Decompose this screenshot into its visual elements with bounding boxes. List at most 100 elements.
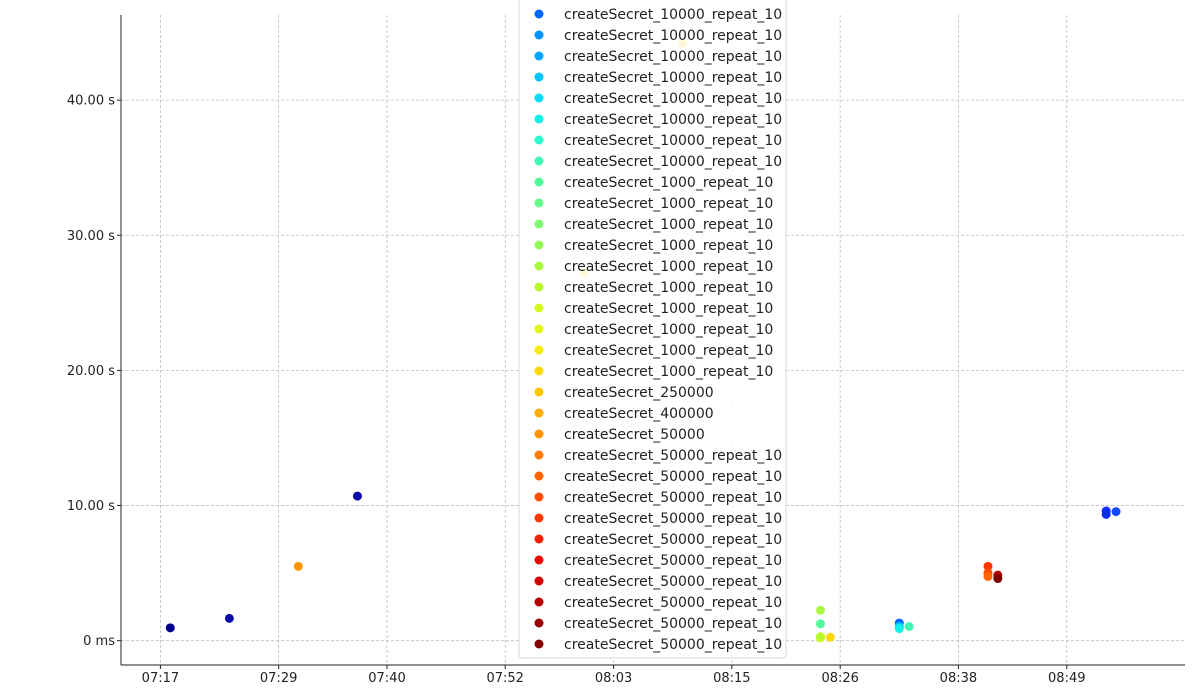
legend-entry: createSecret_50000_repeat_10 <box>534 553 782 569</box>
data-point <box>825 632 835 642</box>
data-point <box>983 561 993 571</box>
legend-entry: createSecret_1000_repeat_10 <box>534 217 773 233</box>
legend-marker <box>534 9 544 19</box>
data-point <box>815 632 825 642</box>
legend-entry: createSecret_50000_repeat_10 <box>534 616 782 632</box>
legend-label: createSecret_10000_repeat_10 <box>564 70 782 86</box>
legend-marker <box>534 429 544 439</box>
legend-label: createSecret_1000_repeat_10 <box>564 364 773 380</box>
legend-marker <box>534 219 544 229</box>
legend-marker <box>534 240 544 250</box>
y-tick-label: 40.00 s <box>67 94 115 109</box>
legend-entry: createSecret_10000_repeat_10 <box>534 7 782 23</box>
legend-entry: createSecret_1000_repeat_10 <box>534 301 773 317</box>
legend-marker <box>534 387 544 397</box>
legend-label: createSecret_1000_repeat_10 <box>564 217 773 233</box>
legend-label: createSecret_1000_repeat_10 <box>564 175 773 191</box>
y-tick-label: 0 ms <box>83 634 115 649</box>
legend-marker <box>534 471 544 481</box>
legend-marker <box>534 198 544 208</box>
legend-label: createSecret_10000_repeat_10 <box>564 49 782 65</box>
legend-marker <box>534 618 544 628</box>
x-tick-label: 08:03 <box>595 671 632 686</box>
legend-label: createSecret_50000_repeat_10 <box>564 637 782 653</box>
legend-entry: createSecret_1000_repeat_10 <box>534 280 773 296</box>
legend-marker <box>534 114 544 124</box>
legend-entry: createSecret_1000_repeat_10 <box>534 364 773 380</box>
legend-box <box>518 0 787 659</box>
legend-entry: createSecret_10000_repeat_10 <box>534 70 782 86</box>
legend-marker <box>534 345 544 355</box>
legend-label: createSecret_1000_repeat_10 <box>564 238 773 254</box>
legend-marker <box>534 51 544 61</box>
legend-label: createSecret_50000_repeat_10 <box>564 574 782 590</box>
data-point <box>983 571 993 581</box>
legend-entry: createSecret_50000_repeat_10 <box>534 574 782 590</box>
data-point <box>165 623 175 633</box>
legend-label: createSecret_10000_repeat_10 <box>564 133 782 149</box>
legend-entry: createSecret_50000_repeat_10 <box>534 637 782 653</box>
legend-entry: createSecret_1000_repeat_10 <box>534 175 773 191</box>
legend-label: createSecret_50000_repeat_10 <box>564 448 782 464</box>
legend-entry: createSecret_50000_repeat_10 <box>534 469 782 485</box>
x-tick-label: 07:52 <box>486 671 523 686</box>
legend-marker <box>534 324 544 334</box>
legend-label: createSecret_50000_repeat_10 <box>564 511 782 527</box>
legend-entry: createSecret_50000_repeat_10 <box>534 490 782 506</box>
x-tick-label: 08:26 <box>821 671 858 686</box>
data-point <box>224 613 234 623</box>
legend-marker <box>534 135 544 145</box>
legend-entry: createSecret_50000_repeat_10 <box>534 448 782 464</box>
data-point <box>815 605 825 615</box>
legend-label: createSecret_1000_repeat_10 <box>564 301 773 317</box>
legend-entry: createSecret_10000_repeat_10 <box>534 154 782 170</box>
legend-marker <box>534 450 544 460</box>
legend-label: createSecret_1000_repeat_10 <box>564 343 773 359</box>
x-tick-label: 07:17 <box>142 671 179 686</box>
legend-entry: createSecret_50000_repeat_10 <box>534 511 782 527</box>
data-point <box>815 619 825 629</box>
legend-label: createSecret_10000_repeat_10 <box>564 91 782 107</box>
data-point <box>1101 509 1111 519</box>
legend-marker <box>534 492 544 502</box>
legend-marker <box>534 156 544 166</box>
legend-marker <box>534 639 544 649</box>
legend-marker <box>534 534 544 544</box>
legend-entry: createSecret_1000_repeat_10 <box>534 322 773 338</box>
legend-entry: createSecret_250000 <box>534 385 714 401</box>
legend-label: createSecret_1000_repeat_10 <box>564 322 773 338</box>
legend-label: createSecret_1000_repeat_10 <box>564 280 773 296</box>
legend-marker <box>534 303 544 313</box>
legend-entry: createSecret_50000 <box>534 427 705 443</box>
legend-label: createSecret_50000 <box>564 427 705 443</box>
x-tick-label: 07:29 <box>260 671 297 686</box>
legend-entry: createSecret_10000_repeat_10 <box>534 28 782 44</box>
legend-marker <box>534 282 544 292</box>
data-point <box>904 621 914 631</box>
legend-entry: createSecret_400000 <box>534 406 714 422</box>
legend-entry: createSecret_10000_repeat_10 <box>534 112 782 128</box>
legend-label: createSecret_50000_repeat_10 <box>564 490 782 506</box>
axes: 07:17 07:29 07:40 07:52 08:03 08:15 08:26 08:38… <box>67 15 1185 686</box>
legend-entry: createSecret_10000_repeat_10 <box>534 49 782 65</box>
x-tick-label: 07:40 <box>368 671 405 686</box>
legend-marker <box>534 576 544 586</box>
legend-label: createSecret_10000_repeat_10 <box>564 28 782 44</box>
legend-marker <box>534 177 544 187</box>
legend-label: createSecret_250000 <box>564 385 714 401</box>
legend-entry: createSecret_50000_repeat_10 <box>534 532 782 548</box>
legend-marker <box>534 261 544 271</box>
data-point <box>993 574 1003 584</box>
legend-label: createSecret_50000_repeat_10 <box>564 532 782 548</box>
legend: createSecret_10000_repeat_10 createSecret… <box>518 0 787 659</box>
data-point <box>352 491 362 501</box>
y-tick-label: 20.00 s <box>67 364 115 379</box>
legend-marker <box>534 555 544 565</box>
legend-entry: createSecret_50000_repeat_10 <box>534 595 782 611</box>
legend-label: createSecret_10000_repeat_10 <box>564 154 782 170</box>
data-point <box>293 561 303 571</box>
x-tick-label: 08:49 <box>1048 671 1085 686</box>
legend-label: createSecret_50000_repeat_10 <box>564 616 782 632</box>
legend-marker <box>534 408 544 418</box>
